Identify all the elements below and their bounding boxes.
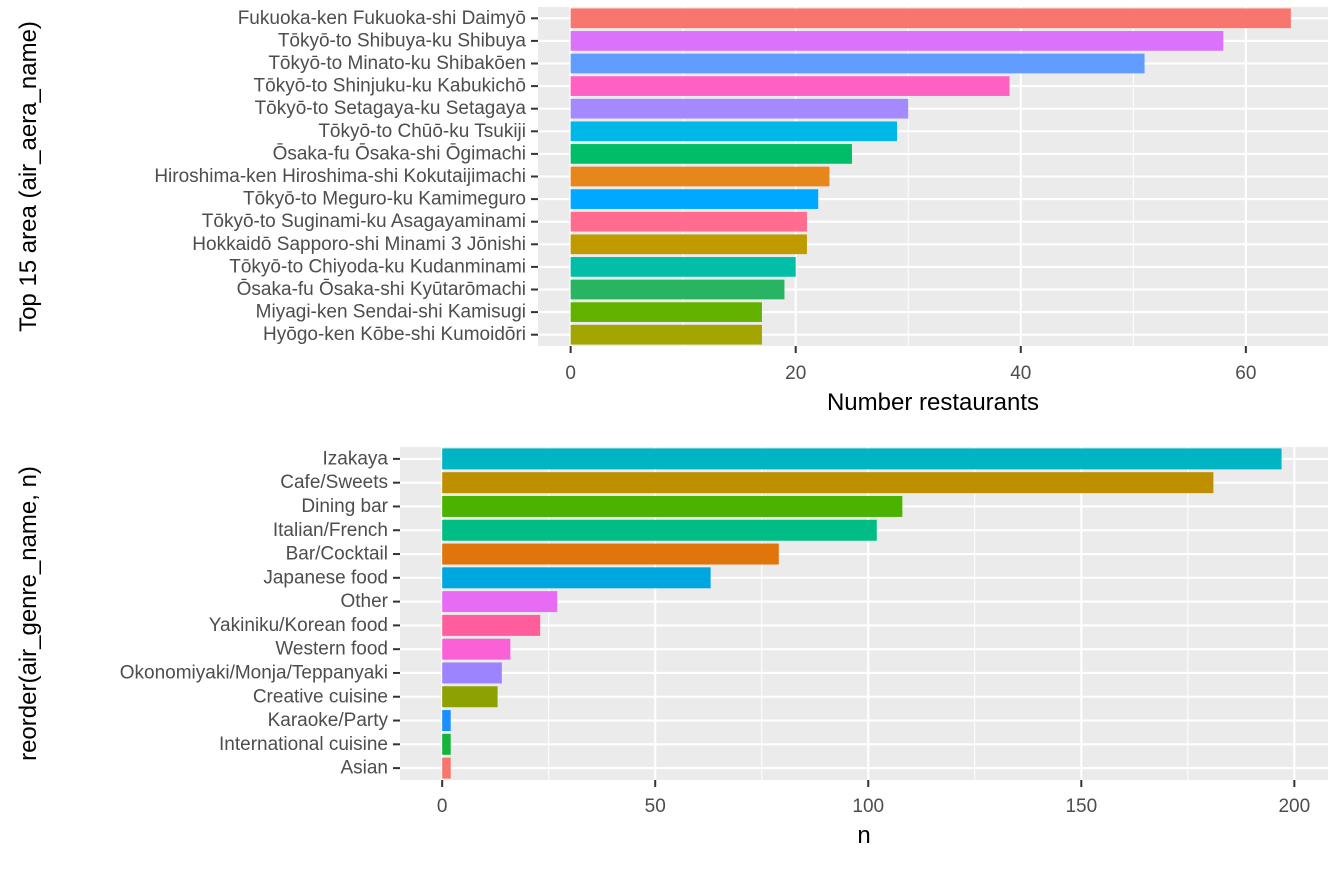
y-tick-label: Italian/French <box>273 520 388 541</box>
x-tick-label: 100 <box>852 796 884 817</box>
y-axis-title: reorder(air_genre_name, n) <box>15 466 42 761</box>
x-tick-label: 200 <box>1278 796 1310 817</box>
bar <box>570 166 830 187</box>
y-tick-label: Ōsaka-fu Ōsaka-shi Ōgimachi <box>273 143 526 164</box>
bar <box>570 31 1224 51</box>
y-tick-label: Karaoke/Party <box>268 710 389 731</box>
y-tick-label: Hiroshima-ken Hiroshima-shi Kokutaijimac… <box>154 166 526 187</box>
x-tick-label: 20 <box>785 363 806 384</box>
y-tick-label: Ōsaka-fu Ōsaka-shi Kyūtarōmachi <box>237 279 526 300</box>
bar <box>442 614 541 636</box>
x-tick-label: 150 <box>1065 796 1097 817</box>
y-axis-title: Top 15 area (air_aera_name) <box>15 21 42 332</box>
bar <box>442 543 779 565</box>
bar <box>570 324 762 345</box>
y-tick-label: Tōkyō-to Chūō-ku Tsukiji <box>318 121 526 142</box>
y-tick-label: Hyōgo-ken Kōbe-shi Kumoidōri <box>263 324 526 345</box>
bar <box>442 472 1214 494</box>
bar <box>442 757 451 779</box>
x-axis-title: n <box>857 822 870 849</box>
bar <box>570 302 762 322</box>
y-tick-label: Cafe/Sweets <box>280 472 388 493</box>
y-tick-label: Okonomiyaki/Monja/Teppanyaki <box>120 662 388 683</box>
bar <box>570 211 807 232</box>
y-tick-label: Tōkyō-to Chiyoda-ku Kudanminami <box>229 256 526 277</box>
y-tick-label: Tōkyō-to Shibuya-ku Shibuya <box>278 30 527 51</box>
bar <box>442 567 711 589</box>
x-tick-label: 0 <box>565 363 576 384</box>
y-tick-label: Asian <box>340 758 388 779</box>
y-tick-label: Japanese food <box>263 567 388 588</box>
y-tick-label: Dining bar <box>301 496 388 517</box>
bar <box>570 8 1291 29</box>
bar <box>570 189 819 209</box>
y-tick-label: Tōkyō-to Setagaya-ku Setagaya <box>255 98 527 119</box>
y-tick-label: Miyagi-ken Sendai-shi Kamisugi <box>256 302 526 323</box>
bar <box>442 591 558 613</box>
bar <box>570 121 897 142</box>
y-tick-label: Izakaya <box>323 448 389 469</box>
bar <box>570 98 909 119</box>
bar <box>570 53 1145 74</box>
x-tick-label: 40 <box>1010 363 1031 384</box>
bar <box>570 257 796 277</box>
x-tick-label: 0 <box>437 796 448 817</box>
x-tick-label: 50 <box>645 796 666 817</box>
bar <box>570 279 785 300</box>
y-tick-label: Tōkyō-to Minato-ku Shibakōen <box>268 53 526 74</box>
y-tick-label: Creative cuisine <box>253 686 388 707</box>
y-tick-label: Hokkaidō Sapporo-shi Minami 3 Jōnishi <box>192 234 526 255</box>
y-tick-label: International cuisine <box>219 734 388 755</box>
bar <box>570 144 852 164</box>
y-tick-label: Tōkyō-to Meguro-ku Kamimeguro <box>243 189 526 210</box>
bar <box>442 638 511 660</box>
bar <box>570 234 807 255</box>
bar <box>442 519 877 541</box>
y-tick-label: Tōkyō-to Shinjuku-ku Kabukichō <box>254 76 526 97</box>
y-tick-label: Yakiniku/Korean food <box>209 615 388 636</box>
chart-panel-2: Izakaya Cafe/Sweets Dining bar Italian/Fren… <box>15 447 1328 849</box>
y-tick-label: Fukuoka-ken Fukuoka-shi Daimyō <box>238 8 526 29</box>
bar <box>442 662 502 684</box>
x-tick-label: 60 <box>1235 363 1256 384</box>
bar <box>570 76 1010 96</box>
x-axis-title: Number restaurants <box>827 389 1039 416</box>
bar <box>442 495 903 517</box>
y-tick-label: Tōkyō-to Suginami-ku Asagayaminami <box>202 211 526 232</box>
bar <box>442 733 451 755</box>
bar <box>442 448 1282 470</box>
y-tick-label: Western food <box>275 639 388 660</box>
bar <box>442 710 451 732</box>
bar <box>442 686 498 708</box>
y-tick-label: Bar/Cocktail <box>286 544 388 565</box>
y-tick-label: Other <box>340 591 388 612</box>
